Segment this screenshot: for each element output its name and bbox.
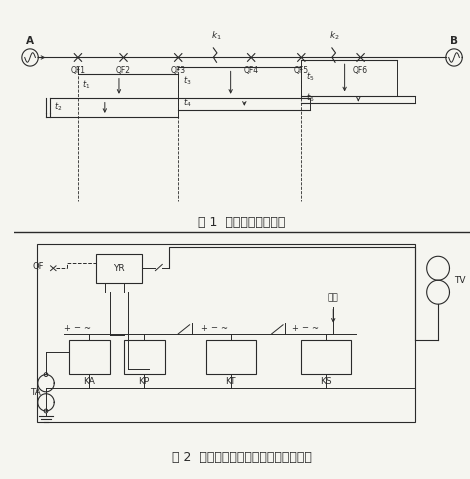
Text: QF3: QF3 (171, 66, 186, 75)
Text: TA: TA (30, 388, 41, 397)
Text: TV: TV (454, 276, 466, 285)
Text: QF: QF (32, 262, 44, 271)
Text: −: − (73, 324, 80, 332)
Text: $k_1$: $k_1$ (211, 30, 221, 42)
Text: A: A (26, 35, 34, 46)
Text: −: − (301, 324, 308, 332)
Text: QF1: QF1 (70, 66, 86, 75)
Bar (96, 254, 142, 283)
Text: 图 1  双侧电源供电网络: 图 1 双侧电源供电网络 (198, 216, 286, 229)
Text: $t_6$: $t_6$ (306, 91, 314, 104)
Text: ~: ~ (311, 324, 318, 332)
Text: ~: ~ (83, 324, 90, 332)
Text: QF2: QF2 (116, 66, 131, 75)
Bar (205, 340, 256, 374)
Bar (301, 340, 352, 374)
Text: $t_4$: $t_4$ (183, 96, 191, 109)
Text: ~: ~ (220, 324, 227, 332)
Text: QF5: QF5 (294, 66, 309, 75)
Text: $t_5$: $t_5$ (306, 70, 314, 83)
Text: QF4: QF4 (243, 66, 258, 75)
Text: B: B (450, 35, 458, 46)
Text: YR: YR (113, 264, 125, 273)
Text: $t_3$: $t_3$ (183, 75, 191, 88)
Text: $t_2$: $t_2$ (54, 100, 63, 113)
Bar (124, 340, 164, 374)
Bar (37, 244, 415, 422)
Text: 图 2  方向过电流保护的单相原理接线图: 图 2 方向过电流保护的单相原理接线图 (172, 451, 312, 464)
Text: KA: KA (83, 377, 95, 387)
Text: 信号: 信号 (328, 294, 338, 303)
Text: QF6: QF6 (353, 66, 368, 75)
Text: +: + (63, 324, 70, 332)
Text: $t_1$: $t_1$ (83, 79, 91, 91)
Text: KS: KS (321, 377, 332, 387)
Text: +: + (200, 324, 207, 332)
Text: KT: KT (226, 377, 236, 387)
Text: −: − (210, 324, 217, 332)
Text: $k_2$: $k_2$ (329, 30, 340, 42)
Text: KP: KP (138, 377, 149, 387)
Bar (69, 340, 110, 374)
Text: +: + (291, 324, 298, 332)
